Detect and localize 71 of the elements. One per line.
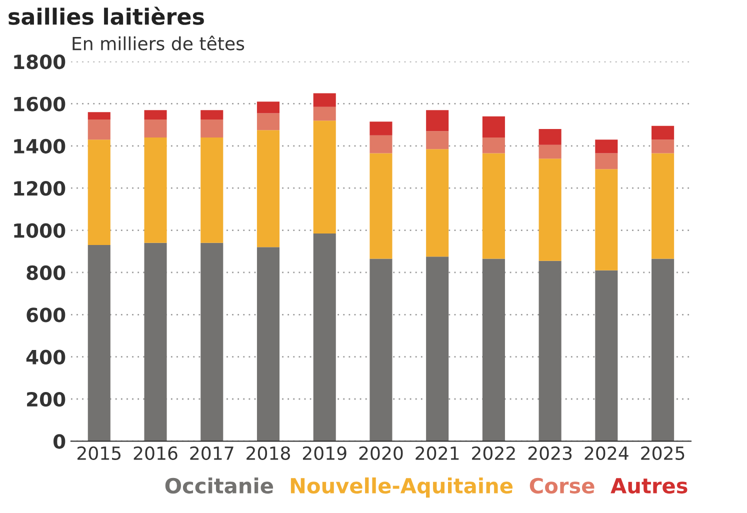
- bar: [144, 120, 167, 138]
- bar: [200, 137, 224, 243]
- bar: [144, 242, 167, 442]
- bar: [595, 153, 618, 170]
- bar: [88, 120, 110, 140]
- bar: [370, 135, 392, 154]
- bar: [200, 110, 224, 120]
- bar: [256, 113, 280, 130]
- text: Corse: [530, 478, 594, 494]
- x-tick-label: 2020: [359, 446, 403, 460]
- bar: [200, 120, 224, 138]
- bar: [88, 112, 110, 120]
- bar: [426, 149, 449, 257]
- bar: [88, 140, 110, 246]
- x-tick-label: 2015: [77, 446, 121, 460]
- y-tick-label: 1200: [14, 181, 66, 196]
- bar: [538, 260, 562, 442]
- bar: [595, 169, 618, 270]
- bar: [652, 126, 674, 140]
- bar: [595, 270, 618, 442]
- x-tick-label: 2016: [134, 446, 178, 460]
- bar: [482, 137, 505, 154]
- x-tick-label: 2024: [584, 446, 628, 460]
- bar: [313, 233, 336, 442]
- bar: [313, 120, 336, 234]
- series-label: Occitanie: [165, 477, 273, 494]
- y-tick-label: 800: [26, 265, 66, 280]
- y-tick-label: 1800: [14, 54, 66, 70]
- bar: [652, 258, 674, 442]
- y-tick-label: 1000: [14, 223, 66, 238]
- bar: [652, 140, 674, 154]
- bar: [200, 242, 224, 442]
- bar: [144, 137, 167, 243]
- bar: [482, 153, 505, 259]
- x-tick-label: 2025: [641, 446, 684, 460]
- bar: [256, 130, 280, 248]
- bar: [538, 144, 562, 159]
- bar: [313, 106, 336, 121]
- bar: [426, 256, 449, 442]
- x-tick-label: 2021: [416, 446, 459, 460]
- x-tick-label: 2019: [302, 446, 346, 460]
- bar: [370, 122, 392, 136]
- text: Autres: [610, 478, 688, 494]
- text: Nouvelle-Aquitaine: [290, 477, 512, 498]
- x-tick-label: 2018: [246, 446, 290, 460]
- bar: [538, 129, 562, 145]
- bar: [144, 110, 167, 120]
- bar: [370, 153, 392, 259]
- bar: [538, 158, 562, 261]
- x-tick-label: 2022: [472, 446, 515, 460]
- bar: [88, 245, 110, 442]
- bar: [256, 247, 280, 442]
- bar: [482, 116, 505, 138]
- y-tick-label: 1600: [14, 96, 66, 112]
- y-axis-title: En milliers de têtes: [72, 36, 244, 50]
- chart-title: saillies laitières: [8, 6, 204, 25]
- x-tick-label: 2017: [190, 446, 234, 460]
- bar: [370, 258, 392, 442]
- bar: [313, 93, 336, 107]
- bar: [426, 131, 449, 150]
- y-tick-label: 0: [54, 434, 66, 449]
- y-tick-label: 400: [26, 350, 66, 364]
- bar: [426, 110, 449, 132]
- bar: [482, 258, 505, 442]
- y-tick-label: 600: [26, 308, 66, 322]
- y-tick-label: 200: [27, 392, 66, 407]
- y-tick-label: 1400: [14, 138, 66, 154]
- bar: [652, 153, 674, 259]
- bar: [256, 102, 280, 114]
- bar: [595, 140, 618, 154]
- x-tick-label: 2023: [528, 446, 572, 460]
